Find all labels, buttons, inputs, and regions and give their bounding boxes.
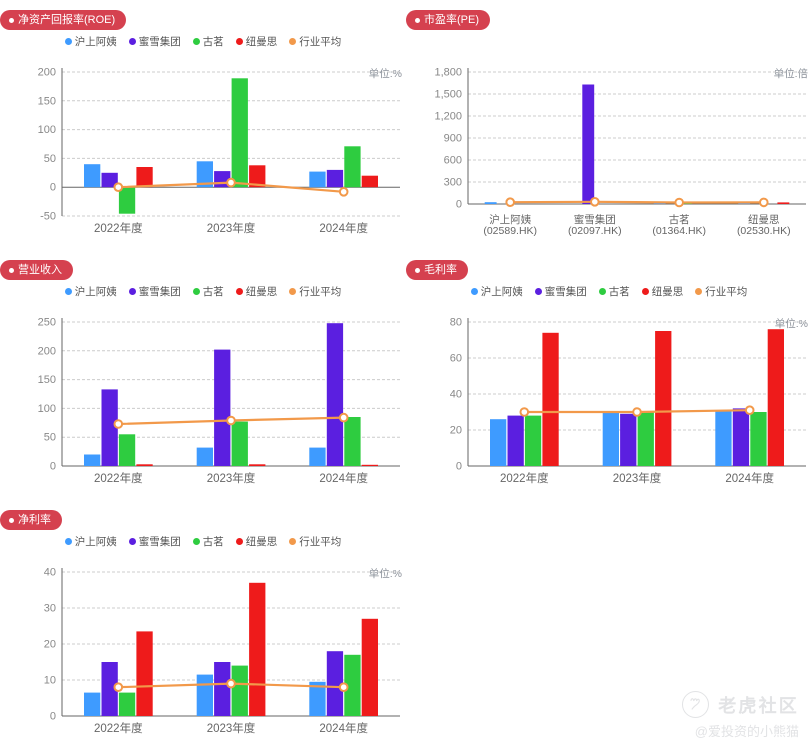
svg-text:2023年度: 2023年度: [207, 221, 256, 235]
svg-text:2022年度: 2022年度: [500, 471, 549, 485]
svg-text:600: 600: [444, 155, 462, 167]
svg-text:(02589.HK): (02589.HK): [483, 225, 537, 237]
svg-text:20: 20: [450, 425, 462, 437]
svg-text:-50: -50: [40, 211, 56, 223]
svg-text:2022年度: 2022年度: [94, 471, 143, 485]
svg-text:2024年度: 2024年度: [319, 221, 368, 235]
svg-text:40: 40: [44, 567, 56, 579]
svg-text:2024年度: 2024年度: [319, 471, 368, 485]
svg-text:200: 200: [38, 67, 56, 79]
svg-text:0: 0: [50, 711, 56, 723]
svg-text:0: 0: [456, 199, 462, 211]
svg-text:100: 100: [38, 124, 56, 136]
svg-text:2022年度: 2022年度: [94, 221, 143, 235]
svg-text:20: 20: [44, 639, 56, 651]
svg-text:1,500: 1,500: [434, 89, 462, 101]
svg-text:2024年度: 2024年度: [319, 721, 368, 735]
svg-text:250: 250: [38, 317, 56, 329]
svg-text:300: 300: [444, 177, 462, 189]
svg-text:60: 60: [450, 353, 462, 365]
svg-text:150: 150: [38, 95, 56, 107]
svg-text:2023年度: 2023年度: [207, 471, 256, 485]
svg-text:0: 0: [50, 182, 56, 194]
svg-text:2023年度: 2023年度: [207, 721, 256, 735]
svg-text:0: 0: [456, 461, 462, 473]
svg-text:30: 30: [44, 603, 56, 615]
svg-text:40: 40: [450, 389, 462, 401]
svg-text:150: 150: [38, 374, 56, 386]
svg-text:2023年度: 2023年度: [613, 471, 662, 485]
svg-text:200: 200: [38, 345, 56, 357]
svg-text:50: 50: [44, 153, 56, 165]
svg-text:(01364.HK): (01364.HK): [652, 225, 706, 237]
svg-text:(02530.HK): (02530.HK): [737, 225, 791, 237]
svg-text:50: 50: [44, 432, 56, 444]
svg-text:1,200: 1,200: [434, 111, 462, 123]
svg-text:2024年度: 2024年度: [725, 471, 774, 485]
svg-text:900: 900: [444, 133, 462, 145]
svg-text:80: 80: [450, 317, 462, 329]
svg-text:1,800: 1,800: [434, 67, 462, 79]
svg-text:(02097.HK): (02097.HK): [568, 225, 622, 237]
svg-text:100: 100: [38, 403, 56, 415]
svg-text:10: 10: [44, 675, 56, 687]
svg-text:2022年度: 2022年度: [94, 721, 143, 735]
svg-text:0: 0: [50, 461, 56, 473]
